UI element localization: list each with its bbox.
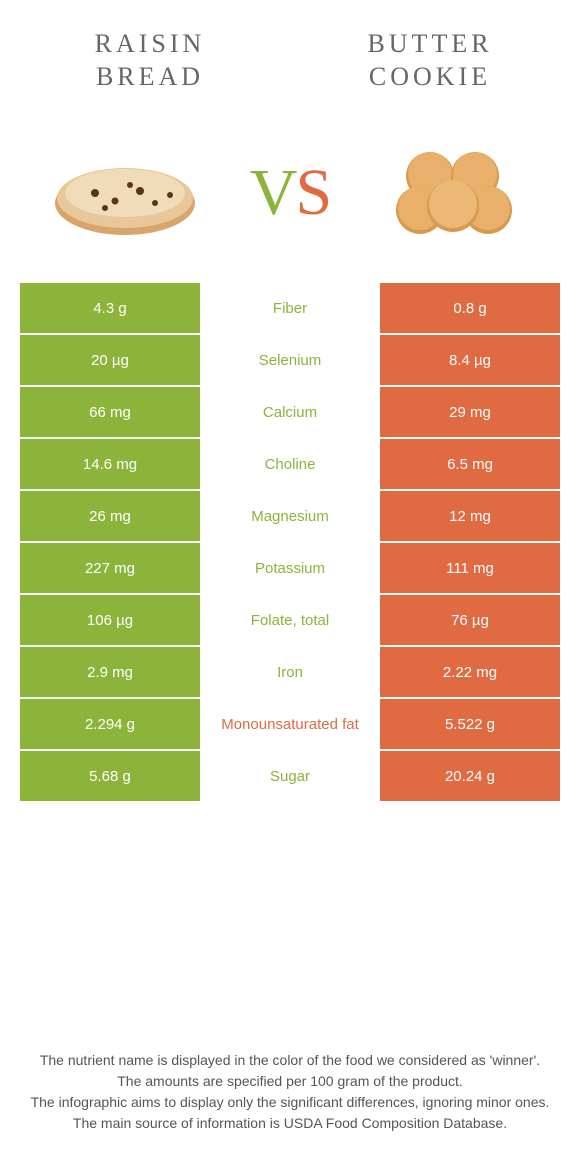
right-value-cell: 0.8 g [380, 283, 560, 333]
table-row: 20 µgSelenium8.4 µg [20, 335, 560, 387]
right-value-cell: 8.4 µg [380, 335, 560, 385]
nutrient-label-cell: Monounsaturated fat [200, 699, 380, 749]
right-value-cell: 29 mg [380, 387, 560, 437]
nutrient-label-cell: Folate, total [200, 595, 380, 645]
butter-cookie-image [370, 133, 540, 253]
left-value-cell: 2.294 g [20, 699, 200, 749]
table-row: 106 µgFolate, total76 µg [20, 595, 560, 647]
title-text: COOKIE [369, 62, 491, 91]
footnote-line: The amounts are specified per 100 gram o… [30, 1071, 550, 1092]
nutrient-label-cell: Iron [200, 647, 380, 697]
left-food-title: RAISIN BREAD [50, 28, 250, 93]
right-value-cell: 5.522 g [380, 699, 560, 749]
right-value-cell: 20.24 g [380, 751, 560, 801]
left-value-cell: 14.6 mg [20, 439, 200, 489]
table-row: 227 mgPotassium111 mg [20, 543, 560, 595]
vs-s: S [295, 156, 330, 229]
right-value-cell: 6.5 mg [380, 439, 560, 489]
nutrient-label-cell: Fiber [200, 283, 380, 333]
footnote-line: The main source of information is USDA F… [30, 1113, 550, 1134]
right-value-cell: 76 µg [380, 595, 560, 645]
right-value-cell: 111 mg [380, 543, 560, 593]
nutrient-label-cell: Selenium [200, 335, 380, 385]
table-row: 14.6 mgCholine6.5 mg [20, 439, 560, 491]
vs-v: V [250, 156, 296, 229]
left-value-cell: 4.3 g [20, 283, 200, 333]
left-value-cell: 5.68 g [20, 751, 200, 801]
title-text: RAISIN [95, 29, 206, 58]
left-value-cell: 26 mg [20, 491, 200, 541]
right-value-cell: 12 mg [380, 491, 560, 541]
nutrient-table: 4.3 gFiber0.8 g20 µgSelenium8.4 µg66 mgC… [20, 283, 560, 803]
footnote-line: The nutrient name is displayed in the co… [30, 1050, 550, 1071]
left-value-cell: 2.9 mg [20, 647, 200, 697]
left-value-cell: 20 µg [20, 335, 200, 385]
nutrient-label-cell: Potassium [200, 543, 380, 593]
nutrient-label-cell: Sugar [200, 751, 380, 801]
left-value-cell: 66 mg [20, 387, 200, 437]
nutrient-label-cell: Choline [200, 439, 380, 489]
nutrient-label-cell: Magnesium [200, 491, 380, 541]
nutrient-label-cell: Calcium [200, 387, 380, 437]
table-row: 2.294 gMonounsaturated fat5.522 g [20, 699, 560, 751]
vs-label: VS [250, 155, 330, 231]
title-text: BUTTER [367, 29, 492, 58]
table-row: 2.9 mgIron2.22 mg [20, 647, 560, 699]
table-row: 5.68 gSugar20.24 g [20, 751, 560, 803]
header: RAISIN BREAD BUTTER COOKIE [0, 0, 580, 103]
left-value-cell: 227 mg [20, 543, 200, 593]
left-value-cell: 106 µg [20, 595, 200, 645]
raisin-bread-image [40, 133, 210, 253]
footnote-line: The infographic aims to display only the… [30, 1092, 550, 1113]
right-food-title: BUTTER COOKIE [330, 28, 530, 93]
table-row: 26 mgMagnesium12 mg [20, 491, 560, 543]
table-row: 66 mgCalcium29 mg [20, 387, 560, 439]
images-row: VS [0, 103, 580, 283]
footnotes: The nutrient name is displayed in the co… [30, 1050, 550, 1134]
title-text: BREAD [96, 62, 204, 91]
right-value-cell: 2.22 mg [380, 647, 560, 697]
table-row: 4.3 gFiber0.8 g [20, 283, 560, 335]
